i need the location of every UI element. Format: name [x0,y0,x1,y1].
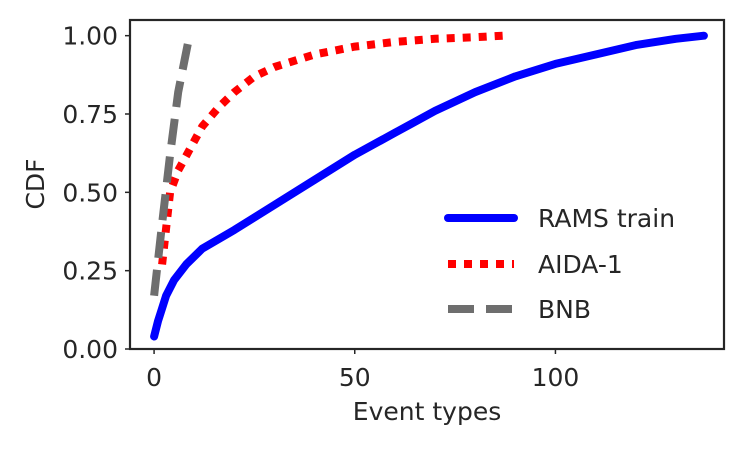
legend-label-bnb: BNB [538,295,591,324]
y-tick-label: 1.00 [62,22,118,51]
series-line-bnb [150,41,193,297]
legend-label-rams-train: RAMS train [538,204,675,233]
x-tick-label: 100 [532,363,580,392]
x-tick-label: 0 [146,363,162,392]
tick-labels: 0 50 100 0.00 0.25 0.50 0.75 1.00 [62,22,579,392]
y-axis-label: CDF [21,158,50,209]
y-tick-label: 0.00 [62,335,118,364]
y-tick-label: 0.75 [62,100,118,129]
x-axis-label: Event types [353,397,501,426]
y-tick-label: 0.50 [62,178,118,207]
plot-frame [128,18,726,351]
legend: RAMS train AIDA-1 BNB [444,204,675,324]
series-line-aida-1 [158,31,504,265]
legend-label-aida-1: AIDA-1 [538,250,623,279]
series-line-rams-train [150,31,708,341]
x-tick-label: 50 [339,363,371,392]
y-tick-label: 0.25 [62,257,118,286]
series-layer [150,31,708,341]
